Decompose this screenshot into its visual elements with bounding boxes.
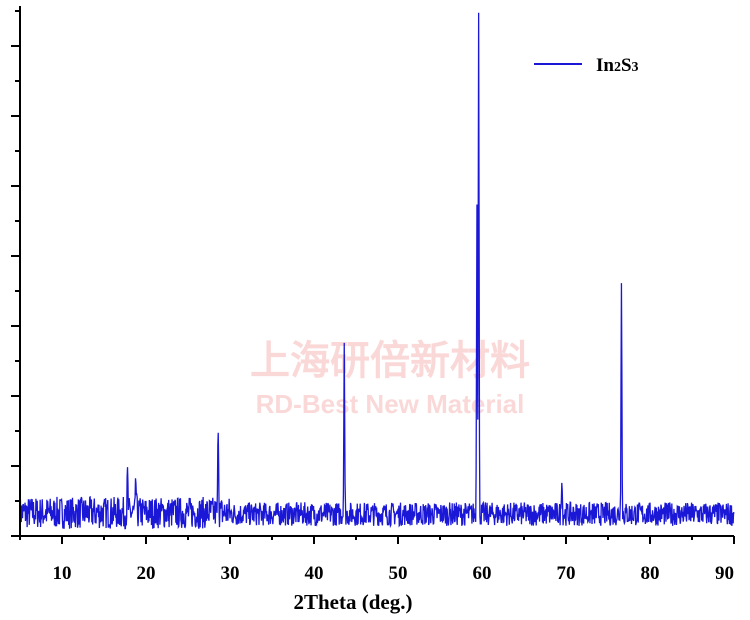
x-tick-label: 70 <box>557 563 576 584</box>
watermark-cn: 上海研倍新材料 <box>250 338 530 384</box>
watermark-en: RD-Best New Material <box>256 389 525 419</box>
x-tick-label: 60 <box>473 563 492 584</box>
x-ticks: 10 20 30 40 50 60 70 80 90 <box>19 536 735 584</box>
series-layer <box>19 12 735 530</box>
x-tick-label: 80 <box>641 563 660 584</box>
x-tick-label: 10 <box>53 563 72 584</box>
x-tick-label: 30 <box>221 563 240 584</box>
legend-label: In2S3 <box>596 55 639 76</box>
x-axis-title: 2Theta (deg.) <box>294 590 413 614</box>
series-line-In2S3 <box>19 12 735 530</box>
x-tick-label: 90 <box>715 563 734 584</box>
x-tick-label: 20 <box>137 563 156 584</box>
x-tick-label: 50 <box>389 563 408 584</box>
x-tick-label: 40 <box>305 563 324 584</box>
y-ticks <box>11 10 20 537</box>
